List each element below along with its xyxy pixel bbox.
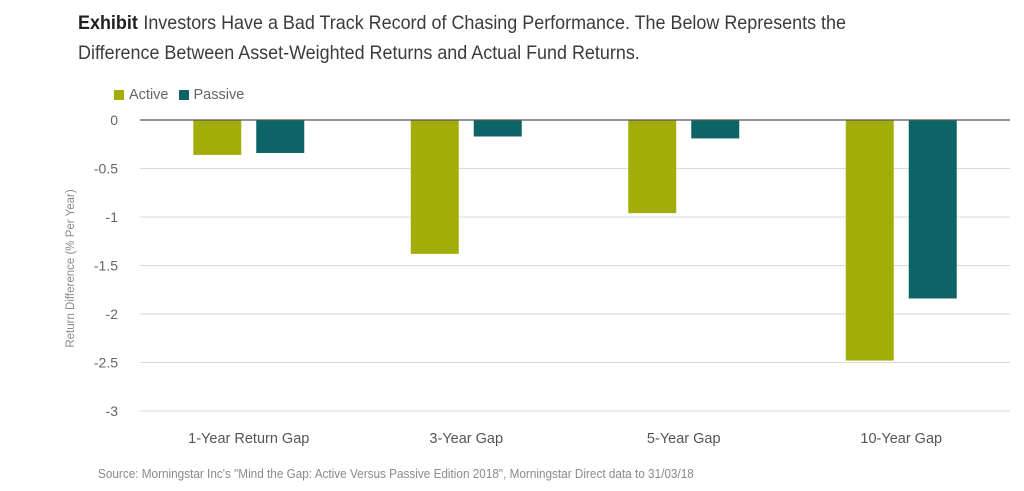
legend-label-passive: Passive [193,87,245,103]
x-category-label: 10-Year Gap [860,431,942,447]
y-tick-label: -3 [106,403,119,419]
x-category-label: 3-Year Gap [429,431,503,447]
title-prefix: Exhibit [78,12,138,34]
legend-item-active: Active [114,87,169,103]
legend-swatch-passive [178,90,189,100]
title-line-1: Exhibit Investors Have a Bad Track Record… [78,8,934,38]
bar-active [193,120,242,155]
title-line-2: Difference Between Asset-Weighted Return… [78,38,934,68]
y-tick-label: -1.5 [94,258,118,274]
y-tick-label: -2 [106,306,119,322]
bar-passive [256,120,305,153]
legend-swatch-active [114,90,124,100]
legend: Active Passive [114,87,254,103]
bar-passive [473,120,522,137]
source-note: Source: Morningstar Inc's "Mind the Gap:… [98,467,694,481]
y-tick-label: -0.5 [94,161,118,177]
bar-passive [908,120,957,299]
bar-active [845,120,894,361]
x-category-label: 5-Year Gap [647,431,721,447]
title-text-line-2: Difference Between Asset-Weighted Return… [78,42,640,64]
bar-active [628,120,677,214]
y-tick-label: -2.5 [94,355,118,371]
chart-title: Exhibit Investors Have a Bad Track Record… [78,8,1008,68]
x-category-label: 1-Year Return Gap [188,431,309,447]
bar-passive [691,120,740,139]
bar-active [410,120,459,254]
legend-label-active: Active [129,87,169,103]
title-text-line-1: Investors Have a Bad Track Record of Cha… [143,12,847,34]
y-axis-title: Return Difference (% Per Year) [65,189,77,347]
y-tick-label: 0 [110,112,118,128]
legend-item-passive: Passive [178,87,245,103]
y-tick-label: -1 [106,209,119,225]
